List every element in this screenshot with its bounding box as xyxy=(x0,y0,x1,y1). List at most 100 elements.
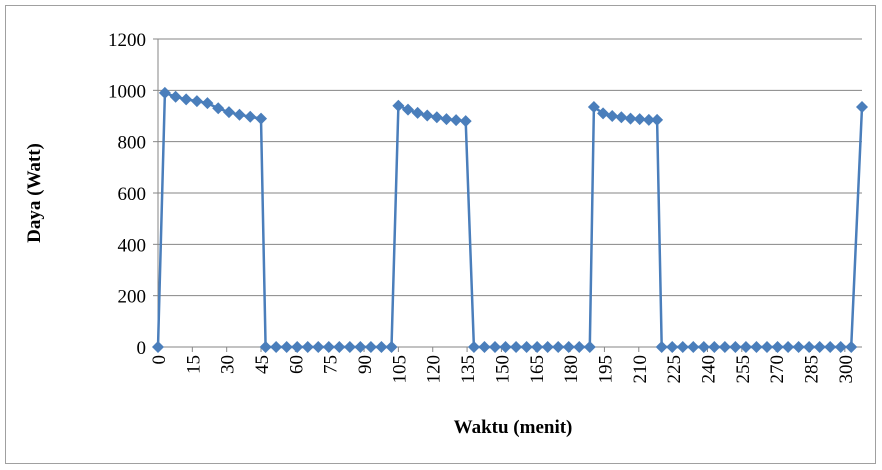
chart-border xyxy=(5,5,876,464)
data-point xyxy=(624,112,637,125)
data-point xyxy=(244,110,257,123)
x-tick-label: 255 xyxy=(733,355,754,384)
data-point xyxy=(489,341,502,353)
data-point xyxy=(666,341,679,353)
data-point xyxy=(212,102,225,115)
x-tick-label: 90 xyxy=(355,355,376,374)
x-tick-label: 195 xyxy=(595,355,616,384)
x-tick-label: 180 xyxy=(561,355,582,384)
y-axis-title: Daya (Watt) xyxy=(24,143,45,243)
data-point xyxy=(597,107,610,120)
data-point xyxy=(402,103,415,116)
data-point xyxy=(845,341,858,353)
data-point xyxy=(655,341,668,353)
data-point xyxy=(633,113,646,126)
data-point xyxy=(718,341,731,353)
data-point xyxy=(259,341,272,353)
x-tick-label: 120 xyxy=(424,355,445,384)
x-tick-label: 0 xyxy=(149,355,170,365)
x-tick-label: 135 xyxy=(458,355,479,384)
y-tick-label: 1200 xyxy=(108,30,146,51)
x-tick-label: 30 xyxy=(218,355,239,374)
x-tick-label: 150 xyxy=(492,355,513,384)
data-point xyxy=(440,113,453,126)
data-point xyxy=(552,341,565,353)
data-point xyxy=(541,341,554,353)
data-point xyxy=(411,106,424,119)
y-tick-label: 800 xyxy=(118,133,147,154)
data-point xyxy=(152,341,164,353)
data-point xyxy=(421,109,434,122)
data-point xyxy=(813,341,826,353)
data-point xyxy=(856,101,868,114)
data-point xyxy=(322,341,335,353)
data-point xyxy=(291,341,304,353)
data-point xyxy=(375,341,388,353)
data-point xyxy=(222,106,235,119)
data-point xyxy=(792,341,805,353)
data-point xyxy=(606,110,619,122)
data-point xyxy=(233,108,246,121)
x-tick-label: 210 xyxy=(630,355,651,384)
x-tick-label: 105 xyxy=(389,355,410,384)
data-point xyxy=(430,111,443,124)
x-tick-label: 225 xyxy=(664,355,685,384)
data-point xyxy=(760,341,773,353)
data-point xyxy=(531,341,544,353)
data-point xyxy=(450,114,463,127)
y-tick-label: 600 xyxy=(118,184,147,205)
data-point xyxy=(676,341,689,353)
x-tick-label: 300 xyxy=(836,355,857,384)
data-point xyxy=(587,101,600,114)
data-point xyxy=(158,86,171,99)
data-point xyxy=(392,99,405,112)
y-tick-label: 1000 xyxy=(108,81,146,102)
x-tick-label: 60 xyxy=(286,355,307,374)
y-tick-label: 0 xyxy=(137,338,147,359)
x-tick-label: 165 xyxy=(527,355,548,384)
data-point xyxy=(280,341,293,353)
data-point xyxy=(510,341,523,353)
data-point xyxy=(803,341,816,353)
data-point xyxy=(687,341,700,353)
data-point xyxy=(385,341,398,353)
data-point xyxy=(708,341,721,353)
data-point xyxy=(478,341,491,353)
data-point xyxy=(520,341,533,353)
data-point xyxy=(201,97,214,110)
data-point xyxy=(824,341,837,353)
data-point xyxy=(190,95,203,108)
data-point xyxy=(615,111,628,124)
data-point xyxy=(270,341,283,353)
data-point xyxy=(499,341,512,353)
data-point xyxy=(333,341,346,353)
data-point xyxy=(697,341,710,353)
x-tick-label: 270 xyxy=(767,355,788,384)
data-point xyxy=(354,341,367,353)
y-tick-label: 200 xyxy=(118,287,147,308)
y-tick-label: 400 xyxy=(118,235,147,256)
data-point xyxy=(312,341,325,353)
data-point xyxy=(771,341,784,353)
data-point xyxy=(782,341,795,353)
x-axis-title: Waktu (menit) xyxy=(454,417,573,438)
data-point xyxy=(343,341,356,353)
data-point xyxy=(180,93,193,106)
data-point xyxy=(255,112,268,125)
data-point xyxy=(301,341,314,353)
data-point xyxy=(750,341,763,353)
data-point xyxy=(739,341,752,353)
data-point xyxy=(834,341,847,353)
x-tick-label: 240 xyxy=(698,355,719,384)
data-point xyxy=(562,341,575,353)
data-point xyxy=(729,341,742,353)
data-point xyxy=(364,341,377,353)
x-tick-label: 75 xyxy=(321,355,342,374)
x-tick-label: 15 xyxy=(183,355,204,374)
data-point xyxy=(459,115,472,128)
data-point xyxy=(169,90,182,103)
x-tick-label: 285 xyxy=(801,355,822,384)
x-tick-label: 45 xyxy=(252,355,273,374)
data-point xyxy=(651,113,664,126)
